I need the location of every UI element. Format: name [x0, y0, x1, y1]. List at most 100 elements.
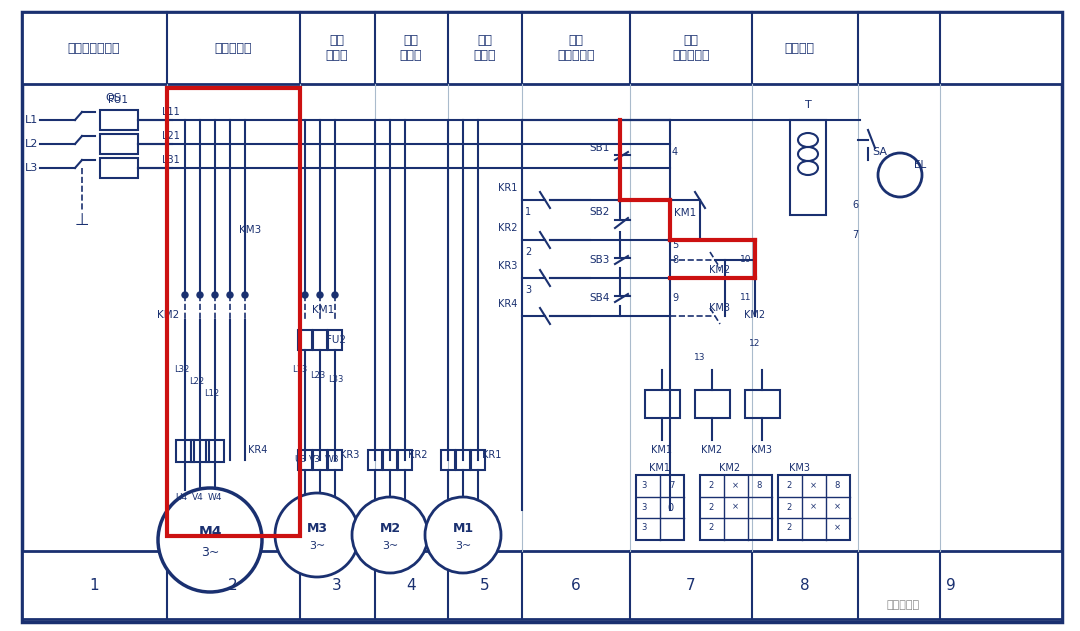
Text: KM3: KM3	[239, 225, 261, 235]
Text: 2: 2	[708, 524, 714, 533]
Bar	[22, 551, 1062, 619]
Text: KR4: KR4	[248, 445, 268, 455]
Circle shape	[227, 292, 233, 298]
Text: KM2: KM2	[701, 445, 723, 455]
Bar	[328, 330, 342, 350]
Text: KR4: KR4	[498, 299, 517, 309]
Circle shape	[275, 493, 359, 577]
Text: U3: U3	[294, 456, 306, 464]
Bar	[22, 12, 1062, 84]
Text: SB4: SB4	[590, 293, 610, 303]
Text: KM3: KM3	[789, 463, 810, 473]
Text: ×: ×	[731, 481, 739, 490]
Bar	[298, 330, 312, 350]
Text: EL: EL	[914, 160, 927, 170]
Text: SB3: SB3	[590, 255, 610, 265]
Text: 5: 5	[481, 577, 490, 593]
Text: KM2: KM2	[710, 265, 730, 275]
Text: SA: SA	[873, 147, 888, 157]
Text: 3~: 3~	[201, 546, 219, 558]
Text: KR1: KR1	[498, 183, 517, 193]
Circle shape	[352, 497, 428, 573]
Text: V4: V4	[192, 493, 204, 502]
Bar	[745, 390, 780, 418]
Bar	[471, 450, 485, 470]
Bar	[191, 440, 210, 462]
Bar	[700, 475, 772, 540]
Text: 8: 8	[800, 577, 810, 593]
Text: KR1: KR1	[483, 450, 502, 460]
Circle shape	[158, 488, 262, 592]
Bar	[167, 88, 300, 536]
Text: 13: 13	[694, 353, 705, 362]
Text: 油泵
电动机: 油泵 电动机	[400, 34, 422, 62]
Text: 4: 4	[406, 577, 416, 593]
Text: M1: M1	[453, 521, 473, 534]
Text: 3~: 3~	[309, 541, 325, 551]
Text: 小电工点点: 小电工点点	[887, 600, 920, 610]
Bar	[100, 110, 138, 130]
Text: FU1: FU1	[108, 95, 129, 105]
Text: L2: L2	[25, 139, 39, 149]
Text: W4: W4	[207, 493, 222, 502]
Circle shape	[426, 497, 501, 573]
Text: 2: 2	[786, 502, 792, 512]
Text: ×: ×	[810, 481, 816, 490]
Text: KM1: KM1	[312, 305, 334, 315]
Bar	[176, 440, 194, 462]
Bar	[368, 450, 382, 470]
Text: 工件
电动机控制: 工件 电动机控制	[672, 34, 710, 62]
Text: 照明控制: 照明控制	[784, 42, 814, 54]
Text: SB2: SB2	[590, 207, 610, 217]
Text: 2: 2	[786, 481, 792, 490]
Text: L31: L31	[162, 155, 179, 165]
Text: KR2: KR2	[408, 450, 428, 460]
Text: 电源开关及保护: 电源开关及保护	[68, 42, 120, 54]
Text: 8: 8	[756, 481, 761, 490]
Circle shape	[332, 292, 338, 298]
Bar	[696, 390, 730, 418]
Text: 1: 1	[525, 207, 531, 217]
Text: U4: U4	[175, 493, 187, 502]
Text: FU2: FU2	[326, 335, 346, 345]
Text: 9: 9	[672, 293, 678, 303]
Bar	[789, 120, 826, 215]
Text: KM3: KM3	[752, 445, 772, 455]
Text: KR2: KR2	[498, 223, 517, 233]
Text: 4: 4	[672, 147, 678, 157]
Circle shape	[242, 292, 248, 298]
Text: T: T	[805, 100, 811, 110]
Text: L12: L12	[204, 389, 219, 399]
Text: ×: ×	[834, 502, 840, 512]
Bar	[441, 450, 455, 470]
Text: ×: ×	[810, 502, 816, 512]
Text: W3: W3	[325, 456, 339, 464]
Text: KM1: KM1	[651, 445, 673, 455]
Text: 2: 2	[786, 524, 792, 533]
Text: M2: M2	[379, 521, 401, 534]
Text: KM3: KM3	[710, 303, 730, 313]
Bar	[328, 450, 342, 470]
Text: 3~: 3~	[382, 541, 399, 551]
Text: L3: L3	[25, 163, 39, 173]
Text: 8: 8	[672, 255, 678, 265]
Text: KM2: KM2	[744, 310, 766, 320]
Bar	[100, 158, 138, 178]
Text: ×: ×	[731, 502, 739, 512]
Text: 2: 2	[525, 247, 531, 257]
Text: M4: M4	[199, 525, 221, 539]
Text: 砂轮
电动机: 砂轮 电动机	[326, 34, 348, 62]
Bar	[636, 475, 684, 540]
Text: 10: 10	[740, 256, 752, 264]
Text: 0: 0	[667, 503, 673, 513]
Bar	[456, 450, 470, 470]
Circle shape	[183, 292, 188, 298]
Text: 7: 7	[686, 577, 696, 593]
Bar	[313, 450, 327, 470]
Text: 2: 2	[708, 502, 714, 512]
Text: KR3: KR3	[340, 450, 360, 460]
Text: 7: 7	[852, 230, 859, 240]
Text: L1: L1	[25, 115, 39, 125]
Bar	[313, 330, 327, 350]
Text: 3: 3	[642, 502, 647, 512]
